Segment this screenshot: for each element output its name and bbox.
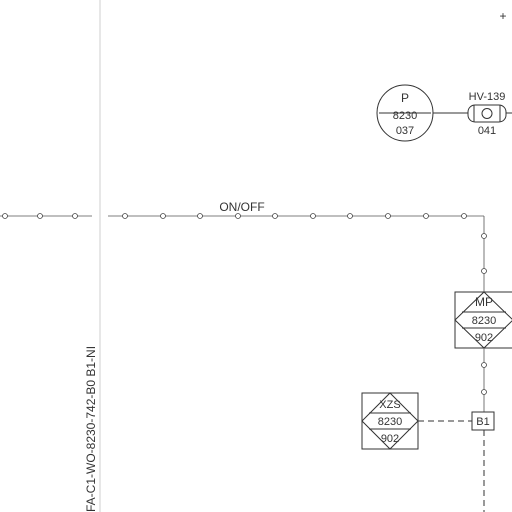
instrument-p[interactable]: P 8230 037	[376, 84, 434, 142]
p-number: 8230	[393, 110, 417, 122]
p-loop: 037	[396, 125, 414, 137]
instrument-mp[interactable]: MP 8230 902	[454, 291, 512, 349]
signal-label: ON/OFF	[219, 200, 264, 214]
line-number-label: FA-C1-WO-8230-742-B0 B1-NI	[84, 346, 98, 512]
xzs-number: 8230	[378, 416, 402, 428]
p-tag: P	[401, 91, 409, 105]
signal-line-vertical	[481, 216, 487, 292]
hv-tag: HV-139	[469, 91, 506, 103]
valve-hv[interactable]: HV-139 041	[467, 91, 512, 137]
signal-line-left	[0, 213, 92, 219]
hv-loop: 041	[478, 125, 496, 137]
instrument-xzs[interactable]: XZS 8230 902	[361, 392, 419, 450]
junction-box-b1[interactable]: B1	[471, 411, 495, 431]
junction-box-label: B1	[476, 416, 489, 428]
mp-loop: 902	[475, 332, 493, 344]
xzs-tag: XZS	[379, 399, 400, 411]
mp-number: 8230	[472, 315, 496, 327]
signal-line-main	[108, 213, 484, 219]
mp-tag: MP	[475, 295, 493, 309]
corner-mark: +	[499, 9, 506, 23]
signal-line-lower	[481, 348, 487, 412]
xzs-loop: 902	[381, 433, 399, 445]
